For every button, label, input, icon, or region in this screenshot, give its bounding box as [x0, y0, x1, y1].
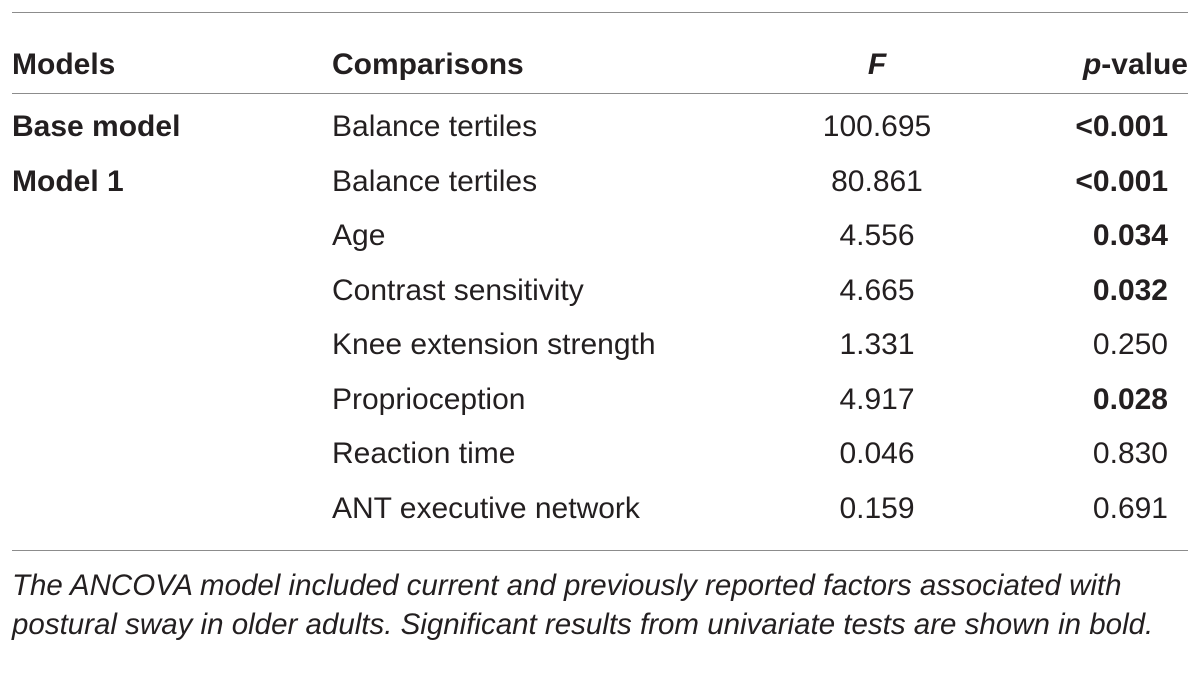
- header-comparisons: Comparisons: [332, 48, 524, 81]
- row-f-value: 100.695: [822, 110, 932, 143]
- row-p-value: 0.250: [1092, 328, 1168, 361]
- header-f: F: [867, 48, 887, 81]
- table-top-rule: [12, 12, 1188, 13]
- row-p-value: <0.001: [1075, 110, 1168, 143]
- row-p-value: 0.830: [1092, 437, 1168, 470]
- row-comparison: Reaction time: [332, 437, 516, 470]
- table-bottom-rule: [12, 550, 1188, 551]
- table-header-row: Models Comparisons F p-value: [12, 13, 1188, 93]
- row-p-value: 0.691: [1092, 491, 1168, 525]
- row-comparison: ANT executive network: [332, 491, 640, 525]
- row-p-value: 0.032: [1092, 273, 1168, 307]
- row-model: Model 1: [12, 164, 124, 198]
- row-p-value: 0.034: [1092, 219, 1168, 252]
- table-row: Base model Balance tertiles 100.695 <0.001: [12, 109, 1188, 163]
- row-f-value: 4.556: [839, 219, 915, 252]
- row-p-value: <0.001: [1075, 164, 1168, 198]
- table-row: Model 1 Balance tertiles 80.861 <0.001: [12, 164, 1188, 218]
- row-comparison: Balance tertiles: [332, 164, 538, 198]
- row-comparison: Balance tertiles: [332, 110, 538, 143]
- header-p-italic: p: [1082, 48, 1102, 81]
- results-table: Models Comparisons F p-value Base model B…: [12, 0, 1188, 551]
- row-f-value: 4.917: [839, 382, 915, 416]
- row-comparison: Contrast sensitivity: [332, 273, 584, 307]
- row-p-value: 0.028: [1092, 382, 1168, 416]
- row-f-value: 4.665: [839, 273, 915, 307]
- header-p-rest: -value: [1101, 48, 1188, 81]
- row-f-value: 0.046: [839, 437, 915, 470]
- row-f-value: 0.159: [839, 491, 915, 525]
- table-row: Knee extension strength 1.331 0.250: [12, 327, 1188, 381]
- row-f-value: 1.331: [839, 328, 915, 361]
- table-row: Proprioception 4.917 0.028: [12, 382, 1188, 436]
- table-body: Base model Balance tertiles 100.695 <0.001 M…: [12, 94, 1188, 550]
- table-header-rule: [12, 93, 1188, 94]
- table-row: Age 4.556 0.034: [12, 218, 1188, 272]
- row-comparison: Proprioception: [332, 382, 526, 416]
- row-comparison: Age: [332, 219, 386, 252]
- row-comparison: Knee extension strength: [332, 328, 656, 361]
- header-p-value: p-value: [1083, 47, 1188, 83]
- table-row: Contrast sensitivity 4.665 0.032: [12, 273, 1188, 327]
- table-row: ANT executive network 0.159 0.691: [12, 491, 1188, 545]
- row-model: Base model: [12, 110, 181, 143]
- header-models: Models: [12, 48, 116, 81]
- table-row: Reaction time 0.046 0.830: [12, 436, 1188, 490]
- row-f-value: 80.861: [831, 164, 923, 198]
- table-footnote: The ANCOVA model included current and pr…: [12, 569, 1154, 641]
